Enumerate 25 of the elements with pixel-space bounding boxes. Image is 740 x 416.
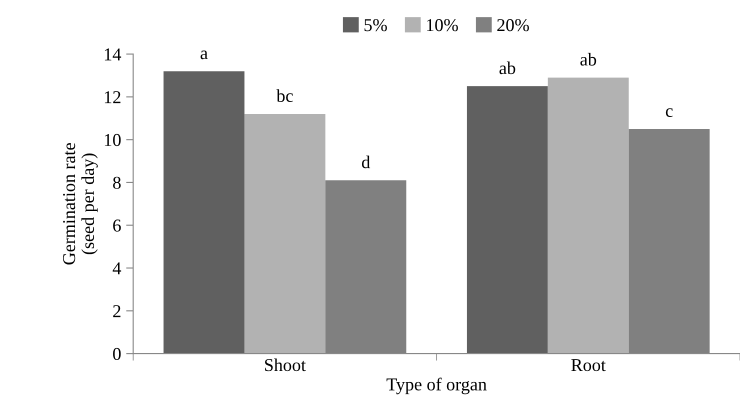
annotation: ab [580,52,596,66]
y-tick-label: 0 [113,348,121,360]
y-tick-label: 2 [113,305,120,318]
legend-label: 20% [497,19,529,32]
annotation: bc [276,89,293,102]
bar [548,78,629,354]
bar [466,86,548,354]
bar [164,71,244,354]
annotation: d [362,156,370,168]
annotation: c [666,108,673,117]
y-tick-label: 6 [113,220,121,232]
x-tick-label: Root [571,359,606,372]
y-axis-title: Germination rate (seed per day) [63,143,98,265]
y-tick-label: 12 [104,91,120,104]
y-tick-label: 4 [112,262,122,274]
legend-label: 5% [364,19,387,32]
annotation: a [200,50,208,60]
annotation: ab [500,61,516,74]
x-tick-label: Shoot [265,358,306,372]
y-tick-label: 14 [104,48,122,60]
legend-label: 10% [427,19,458,32]
bar [244,114,326,354]
x-axis-title: Type of organ [386,378,487,394]
y-tick-label: 8 [113,176,121,189]
y-tick-label: 10 [104,134,121,146]
